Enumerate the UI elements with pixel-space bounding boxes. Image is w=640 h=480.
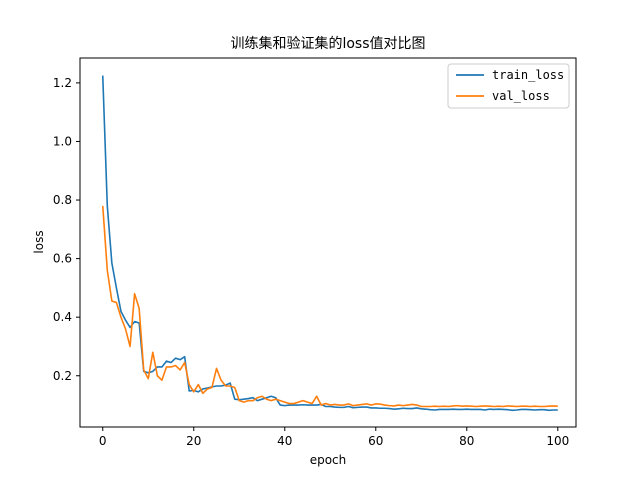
chart-title: 训练集和验证集的loss值对比图 bbox=[230, 35, 425, 52]
series-line-val-loss bbox=[101, 205, 558, 408]
y-tick-label: 0.4 bbox=[53, 310, 72, 324]
x-axis-label: epoch bbox=[310, 453, 347, 467]
y-tick-label: 1.0 bbox=[53, 134, 72, 148]
x-tick-label: 0 bbox=[99, 434, 107, 448]
y-tick-label: 1.2 bbox=[53, 76, 72, 90]
x-tick-label: 20 bbox=[186, 434, 201, 448]
legend: train_loss val_loss bbox=[447, 63, 570, 109]
y-tick-label: 0.8 bbox=[53, 193, 72, 207]
x-tick-label: 60 bbox=[368, 434, 383, 448]
x-tick-label: 80 bbox=[459, 434, 474, 448]
x-axis-ticks: 0 20 40 60 80 100 bbox=[99, 427, 569, 448]
plot-lines bbox=[101, 75, 558, 412]
y-tick-label: 0.2 bbox=[53, 369, 72, 383]
series-line-train-loss bbox=[101, 75, 558, 412]
legend-label-val-loss: val_loss bbox=[492, 89, 550, 103]
y-tick-label: 0.6 bbox=[53, 252, 72, 266]
x-tick-label: 100 bbox=[546, 434, 569, 448]
x-tick-label: 40 bbox=[277, 434, 292, 448]
axes-frame bbox=[79, 57, 577, 428]
legend-label-train-loss: train_loss bbox=[492, 68, 564, 82]
y-axis-ticks: 0.2 0.4 0.6 0.8 1.0 1.2 bbox=[53, 76, 80, 383]
y-axis-label: loss bbox=[32, 230, 46, 253]
